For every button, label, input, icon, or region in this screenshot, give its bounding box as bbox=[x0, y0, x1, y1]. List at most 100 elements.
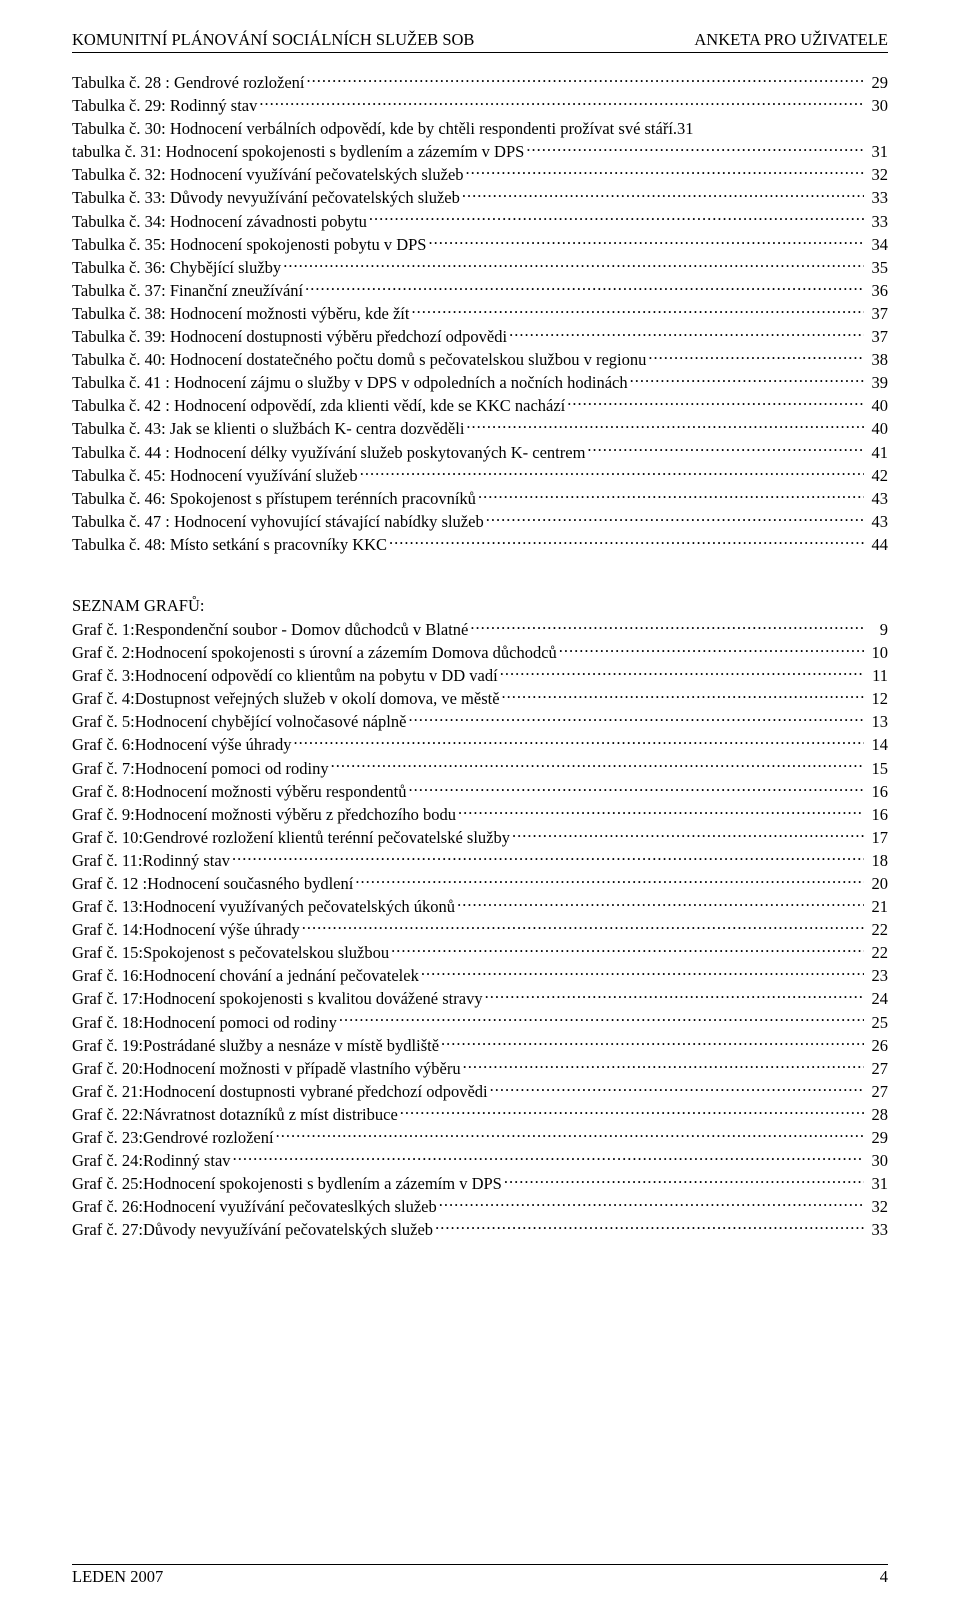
toc-entry: Graf č. 6: Hodnocení výše úhrady14 bbox=[72, 733, 888, 756]
toc-entry: Tabulka č. 38: Hodnocení možnosti výběru… bbox=[72, 302, 888, 325]
toc-entry-rest-wrap: Hodnocení chybějící volnočasové náplně13 bbox=[135, 710, 888, 733]
toc-entry: Tabulka č. 35: Hodnocení spokojenosti po… bbox=[72, 233, 888, 256]
toc-entry-page: 32 bbox=[866, 1195, 888, 1218]
toc-entry-rest-wrap: Postrádané služby a nesnáze v místě bydl… bbox=[143, 1034, 888, 1057]
toc-entry-title: Hodnocení možnosti výběru z předchozího … bbox=[135, 803, 456, 826]
toc-leader bbox=[462, 187, 864, 204]
header-right: ANKETA PRO UŽIVATELE bbox=[694, 30, 888, 50]
toc-entry-page: 29 bbox=[866, 1126, 888, 1149]
toc-leader bbox=[463, 1057, 864, 1074]
toc-entry-prefix: Graf č. 20: bbox=[72, 1057, 143, 1080]
toc-entry-page: 38 bbox=[866, 348, 888, 371]
toc-entry-prefix: Graf č. 21: bbox=[72, 1080, 143, 1103]
toc-entry-rest-wrap: Dostupnost veřejných služeb v okolí domo… bbox=[135, 687, 888, 710]
footer-page-number: 4 bbox=[880, 1567, 888, 1587]
toc-entry: Tabulka č. 30: Hodnocení verbálních odpo… bbox=[72, 117, 888, 140]
toc-entry-page: 15 bbox=[866, 757, 888, 780]
toc-entry-title: Tabulka č. 41 : Hodnocení zájmu o služby… bbox=[72, 371, 628, 394]
toc-entry: Tabulka č. 28 : Gendrové rozložení29 bbox=[72, 71, 888, 94]
toc-leader bbox=[283, 256, 864, 273]
toc-entry-rest-wrap: Návratnost dotazníků z míst distribuce28 bbox=[143, 1103, 888, 1126]
toc-entry: Tabulka č. 45: Hodnocení využívání služe… bbox=[72, 464, 888, 487]
toc-leader bbox=[232, 849, 864, 866]
toc-entry-title: Tabulka č. 46: Spokojenost s přístupem t… bbox=[72, 487, 476, 510]
toc-entry-title: Hodnocení možnosti v případě vlastního v… bbox=[143, 1057, 461, 1080]
toc-entry: Tabulka č. 47 : Hodnocení vyhovující stá… bbox=[72, 510, 888, 533]
toc-entry-title: Hodnocení dostupnosti vybrané předchozí … bbox=[143, 1080, 488, 1103]
toc-entry-page: 25 bbox=[866, 1011, 888, 1034]
toc-entry-page: 40 bbox=[866, 394, 888, 417]
toc-entry-title: Gendrové rozložení bbox=[143, 1126, 274, 1149]
toc-entry-rest-wrap: Rodinný stav18 bbox=[142, 849, 888, 872]
toc-entry-title: Hodnocení chování a jednání pečovatelek bbox=[143, 964, 419, 987]
toc-entry-title: Spokojenost s pečovatelskou službou bbox=[143, 941, 389, 964]
toc-entry-page: 14 bbox=[866, 733, 888, 756]
toc-leader bbox=[408, 711, 864, 728]
toc-entry: Graf č. 8: Hodnocení možnosti výběru res… bbox=[72, 780, 888, 803]
toc-entry: Graf č. 12 : Hodnocení současného bydlen… bbox=[72, 872, 888, 895]
toc-entry-prefix: Graf č. 25: bbox=[72, 1172, 143, 1195]
toc-entry-page: 43 bbox=[866, 510, 888, 533]
toc-entry: Tabulka č. 42 : Hodnocení odpovědí, zda … bbox=[72, 394, 888, 417]
toc-entry-title: Rodinný stav bbox=[143, 1149, 231, 1172]
toc-leader bbox=[559, 642, 864, 659]
toc-entry-title: Hodnocení využívání pečovateslkých služe… bbox=[143, 1195, 437, 1218]
toc-entry-title: Hodnocení pomoci od rodiny bbox=[135, 757, 329, 780]
toc-entry-prefix: Graf č. 11: bbox=[72, 849, 142, 872]
toc-entry-prefix: Graf č. 19: bbox=[72, 1034, 143, 1057]
toc-entry-prefix: Graf č. 5: bbox=[72, 710, 135, 733]
toc-leader bbox=[339, 1011, 864, 1028]
toc-entry-page: 33 bbox=[866, 210, 888, 233]
toc-entry-title: Tabulka č. 43: Jak se klienti o službách… bbox=[72, 417, 464, 440]
document-page: KOMUNITNÍ PLÁNOVÁNÍ SOCIÁLNÍCH SLUŽEB SO… bbox=[0, 0, 960, 1611]
toc-entry-prefix: Graf č. 14: bbox=[72, 918, 143, 941]
toc-entry: Tabulka č. 29: Rodinný stav30 bbox=[72, 94, 888, 117]
toc-entry-page: 30 bbox=[866, 94, 888, 117]
toc-leader bbox=[400, 1103, 864, 1120]
toc-entry: Tabulka č. 43: Jak se klienti o službách… bbox=[72, 417, 888, 440]
toc-entry-page: 34 bbox=[866, 233, 888, 256]
toc-entry: Graf č. 17: Hodnocení spokojenosti s kva… bbox=[72, 987, 888, 1010]
toc-entry-rest-wrap: Respondenční soubor - Domov důchodců v B… bbox=[135, 618, 888, 641]
toc-entry-prefix: Graf č. 23: bbox=[72, 1126, 143, 1149]
footer-rule bbox=[72, 1564, 888, 1565]
toc-entry-title: Tabulka č. 28 : Gendrové rozložení bbox=[72, 71, 305, 94]
toc-leader bbox=[355, 873, 864, 890]
toc-entry-prefix: Graf č. 26: bbox=[72, 1195, 143, 1218]
toc-entry: Graf č. 27: Důvody nevyužívání pečovatel… bbox=[72, 1218, 888, 1241]
toc-entry-title: Hodnocení spokojenosti s úrovní a zázemí… bbox=[135, 641, 557, 664]
toc-entry-rest-wrap: Hodnocení pomoci od rodiny25 bbox=[143, 1011, 888, 1034]
toc-entry-rest-wrap: Gendrové rozložení klientů terénní pečov… bbox=[143, 826, 888, 849]
toc-leader bbox=[490, 1080, 864, 1097]
toc-leader bbox=[409, 780, 865, 797]
toc-entry-prefix: Graf č. 8: bbox=[72, 780, 135, 803]
toc-entry: Tabulka č. 32: Hodnocení využívání pečov… bbox=[72, 163, 888, 186]
toc-entry-page: 41 bbox=[866, 441, 888, 464]
toc-entry-page: 16 bbox=[866, 803, 888, 826]
toc-entry-page: 37 bbox=[866, 325, 888, 348]
toc-entry-title: Tabulka č. 35: Hodnocení spokojenosti po… bbox=[72, 233, 426, 256]
toc-entry-prefix: Graf č. 24: bbox=[72, 1149, 143, 1172]
toc-entry-page: 35 bbox=[866, 256, 888, 279]
toc-entry-page: 37 bbox=[866, 302, 888, 325]
toc-entry-page: 23 bbox=[866, 964, 888, 987]
toc-entry-rest-wrap: Hodnocení výše úhrady14 bbox=[135, 733, 888, 756]
toc-entry-prefix: Graf č. 2: bbox=[72, 641, 135, 664]
toc-entry-page: 31 bbox=[866, 1172, 888, 1195]
toc-entry: Graf č. 20: Hodnocení možnosti v případě… bbox=[72, 1057, 888, 1080]
toc-leader bbox=[567, 395, 864, 412]
toc-leader bbox=[411, 302, 864, 319]
toc-entry-prefix: Graf č. 17: bbox=[72, 987, 143, 1010]
toc-entry-page: 32 bbox=[866, 163, 888, 186]
toc-entry-prefix: Graf č. 7: bbox=[72, 757, 135, 780]
header-rule bbox=[72, 52, 888, 53]
toc-entry-title: Respondenční soubor - Domov důchodců v B… bbox=[135, 618, 469, 641]
toc-entry-title: Tabulka č. 40: Hodnocení dostatečného po… bbox=[72, 348, 646, 371]
toc-entry: Tabulka č. 34: Hodnocení závadnosti poby… bbox=[72, 210, 888, 233]
toc-entry-page: 43 bbox=[866, 487, 888, 510]
toc-entry-page: 16 bbox=[866, 780, 888, 803]
toc-entry: Tabulka č. 40: Hodnocení dostatečného po… bbox=[72, 348, 888, 371]
toc-entry-page: 27 bbox=[866, 1080, 888, 1103]
toc-entry-page: 12 bbox=[866, 687, 888, 710]
toc-leader bbox=[421, 965, 864, 982]
